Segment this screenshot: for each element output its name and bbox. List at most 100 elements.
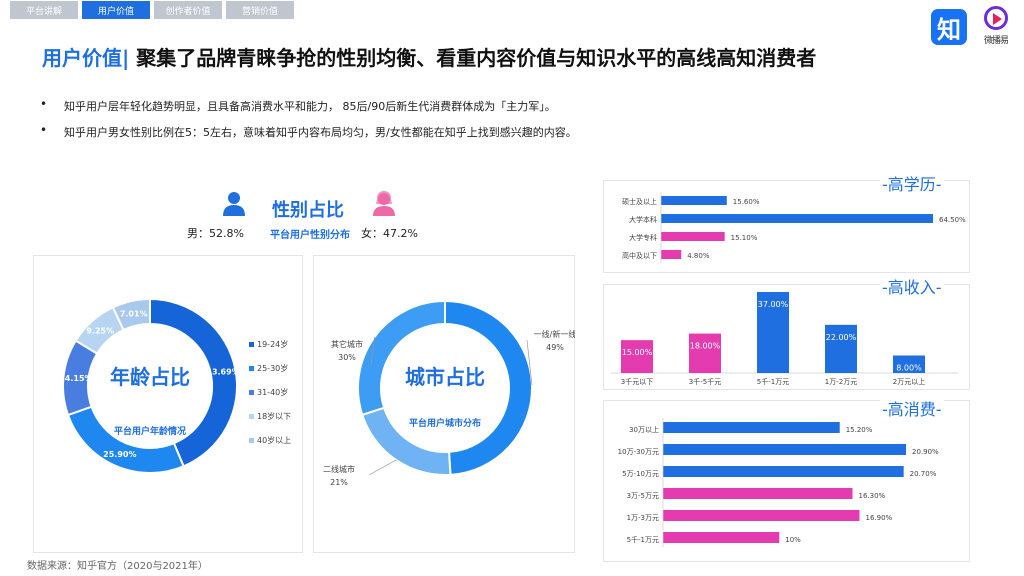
bullet-item: 知乎用户层年轻化趋势明显，且具备高消费水平和能力， 85后/90后新生代消费群体… bbox=[40, 97, 577, 114]
income-category-label: 2万元以上 bbox=[893, 377, 925, 386]
zhihu-logo: 知 bbox=[931, 9, 967, 45]
age-legend-swatch bbox=[249, 438, 254, 443]
weiboyi-logo: 微播易 bbox=[976, 6, 1016, 50]
age-legend-swatch bbox=[249, 342, 254, 347]
age-slice bbox=[66, 405, 185, 474]
education-bar-chart: 硕士及以上 15.60% 大学本科 64.50% 大学专科 15.10% 高中及以下 4.80… bbox=[622, 192, 966, 263]
tab-creator-value[interactable]: 创作者价值 bbox=[154, 1, 222, 19]
city-slice-label: 其它城市 30% bbox=[331, 339, 363, 362]
city-leader-line bbox=[368, 459, 397, 476]
city-slice bbox=[360, 406, 452, 476]
age-legend-swatch bbox=[249, 390, 254, 395]
bar-value-label: 4.80% bbox=[687, 252, 710, 260]
nav-tabs: 平台讲解 用户价值 创作者价值 营销价值 bbox=[10, 1, 294, 19]
bar-value-label: 64.50% bbox=[939, 216, 966, 224]
income-bar bbox=[689, 333, 721, 373]
title-text: 聚集了品牌青睐争抢的性别均衡、看重内容价值与知识水平的高线高知消费者 bbox=[129, 46, 817, 70]
female-user-icon bbox=[373, 191, 395, 216]
age-slice-label: 7.01% bbox=[120, 309, 148, 318]
age-slice-label: 9.25% bbox=[86, 327, 114, 336]
age-legend-label: 25-30岁 bbox=[257, 363, 288, 373]
income-value-label: 37.00% bbox=[758, 300, 789, 309]
age-chart-subtitle: 平台用户年龄情况 bbox=[114, 425, 186, 437]
income-bar-chart: 15.00% 3千元以下 18.00% 3千-5千元 37.00% 5千-1万元 22.00… bbox=[611, 292, 958, 386]
tab-marketing-value[interactable]: 营销价值 bbox=[226, 1, 294, 19]
bar bbox=[661, 250, 682, 259]
income-bar bbox=[757, 292, 789, 373]
age-chart-title: 年龄占比 bbox=[110, 365, 190, 389]
income-value-label: 8.00% bbox=[896, 363, 922, 372]
age-slice-label: 14.15% bbox=[59, 374, 92, 383]
city-leader-line bbox=[370, 336, 375, 366]
bar-category-label: 硕士及以上 bbox=[622, 197, 657, 206]
bar bbox=[661, 196, 727, 205]
age-legend-swatch bbox=[249, 414, 254, 419]
bar bbox=[663, 422, 840, 433]
income-category-label: 1万-2万元 bbox=[825, 378, 857, 386]
bar-value-label: 20.90% bbox=[912, 448, 939, 456]
bar bbox=[661, 214, 933, 223]
bar-category-label: 大学本科 bbox=[629, 215, 657, 224]
bar bbox=[663, 510, 860, 521]
income-bar bbox=[621, 340, 653, 373]
bar-value-label: 20.70% bbox=[910, 470, 937, 478]
city-slice-label: 一线/新一线 49% bbox=[534, 329, 575, 352]
bar-value-label: 15.10% bbox=[731, 234, 758, 242]
bar-value-label: 15.20% bbox=[846, 426, 873, 434]
bar-category-label: 5千-1万元 bbox=[627, 535, 659, 544]
age-legend-swatch bbox=[249, 366, 254, 371]
bar bbox=[663, 488, 853, 499]
age-legend-label: 18岁以下 bbox=[257, 411, 291, 421]
income-bar bbox=[893, 355, 925, 373]
bar-category-label: 1万-3万元 bbox=[627, 514, 659, 522]
income-bar bbox=[825, 324, 857, 373]
weiboyi-logo-icon bbox=[984, 6, 1008, 30]
data-source: 数据来源：知乎官方（2020与2021年） bbox=[27, 561, 208, 572]
income-value-label: 15.00% bbox=[622, 348, 653, 357]
bullet-item: 知乎用户男女性别比例在5：5左右，意味着知乎内容布局均匀，男/女性都能在知乎上找… bbox=[40, 123, 577, 140]
tab-platform[interactable]: 平台讲解 bbox=[10, 1, 78, 19]
city-leader-line bbox=[526, 339, 533, 386]
bar bbox=[663, 532, 780, 543]
tab-user-value[interactable]: 用户价值 bbox=[82, 1, 150, 19]
male-user-icon bbox=[223, 192, 245, 216]
city-slice bbox=[357, 299, 446, 417]
page-title: 用户价值| 聚集了品牌青睐争抢的性别均衡、看重内容价值与知识水平的高线高知消费者 bbox=[42, 42, 816, 71]
income-category-label: 5千-1万元 bbox=[757, 377, 789, 386]
bar-value-label: 10% bbox=[785, 536, 801, 544]
income-category-label: 3千-5千元 bbox=[689, 377, 721, 386]
age-slice bbox=[111, 297, 151, 332]
bar-value-label: 15.60% bbox=[733, 198, 760, 206]
income-title: -高收入- bbox=[880, 274, 944, 298]
age-legend-label: 31-40岁 bbox=[257, 387, 288, 397]
weiboyi-logo-text: 微播易 bbox=[983, 36, 1009, 46]
city-slice-label: 二线城市 21% bbox=[323, 464, 355, 487]
city-slice bbox=[444, 299, 533, 476]
male-ratio: 男：52.8% bbox=[187, 227, 244, 240]
spending-bar-chart: 30万以上 15.20% 10万-30万元 20.90% 5万-10万元 20.70% 3万… bbox=[618, 418, 939, 547]
age-legend-label: 40岁以上 bbox=[257, 435, 291, 445]
age-donut-chart: 43.69% 25.90% 14.15% 9.25% 7.01% 年龄占比平台用户年龄情况… bbox=[59, 297, 291, 474]
age-slice-label: 25.90% bbox=[103, 450, 136, 459]
gender-subtitle: 平台用户性别分布 bbox=[270, 230, 350, 241]
gender-title: 性别占比 bbox=[272, 200, 344, 221]
bar-category-label: 30万以上 bbox=[629, 425, 659, 434]
age-slice bbox=[149, 297, 238, 468]
bar bbox=[661, 232, 725, 241]
city-chart-title: 城市占比 bbox=[405, 365, 485, 389]
bar-category-label: 3万-5万元 bbox=[627, 492, 659, 500]
bar-value-label: 16.30% bbox=[859, 492, 886, 500]
income-value-label: 22.00% bbox=[826, 333, 857, 342]
bar-value-label: 16.90% bbox=[865, 514, 892, 522]
female-ratio: 女：47.2% bbox=[361, 227, 418, 240]
bar-category-label: 高中及以下 bbox=[622, 251, 657, 260]
bar bbox=[663, 444, 906, 455]
income-category-label: 3千元以下 bbox=[621, 377, 653, 386]
education-title: -高学历- bbox=[880, 171, 944, 195]
city-chart-subtitle: 平台用户城市分布 bbox=[409, 417, 481, 429]
age-slice-label: 43.69% bbox=[206, 367, 239, 376]
income-value-label: 18.00% bbox=[690, 342, 721, 351]
spending-title: -高消费- bbox=[880, 396, 944, 420]
title-highlight: 用户价值| bbox=[42, 46, 130, 70]
